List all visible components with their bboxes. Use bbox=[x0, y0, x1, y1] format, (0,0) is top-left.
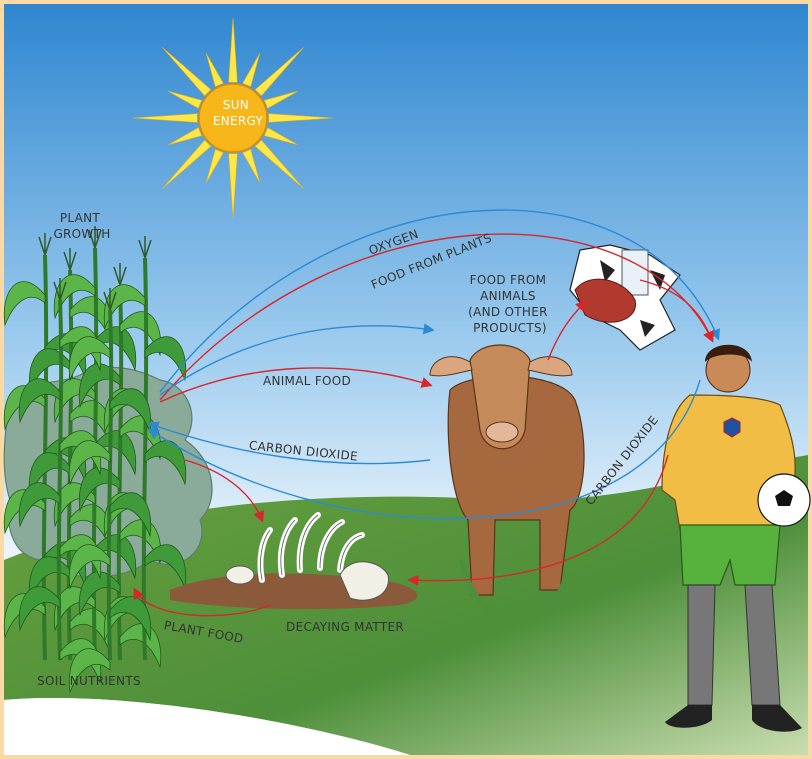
label-line: ANIMALS bbox=[480, 289, 536, 303]
label-line: (AND OTHER bbox=[468, 305, 548, 319]
milk-glass bbox=[622, 250, 648, 295]
animal-food-label: ANIMAL FOOD bbox=[263, 374, 351, 388]
ecosystem-diagram: SUN ENERGY PLANT GROWTH OXYGEN FOOD FROM… bbox=[0, 0, 812, 759]
label-line: ENERGY bbox=[213, 114, 264, 128]
label-line: PLANT bbox=[60, 211, 101, 225]
label-line: GROWTH bbox=[53, 227, 110, 241]
decaying-matter-label: DECAYING MATTER bbox=[286, 620, 404, 634]
soil-nutrients-label: SOIL NUTRIENTS bbox=[37, 674, 141, 688]
label-line: FOOD FROM bbox=[470, 273, 547, 287]
corn-stalk bbox=[109, 310, 111, 660]
label-line: SUN bbox=[223, 98, 249, 112]
label-line: PRODUCTS) bbox=[473, 321, 547, 335]
